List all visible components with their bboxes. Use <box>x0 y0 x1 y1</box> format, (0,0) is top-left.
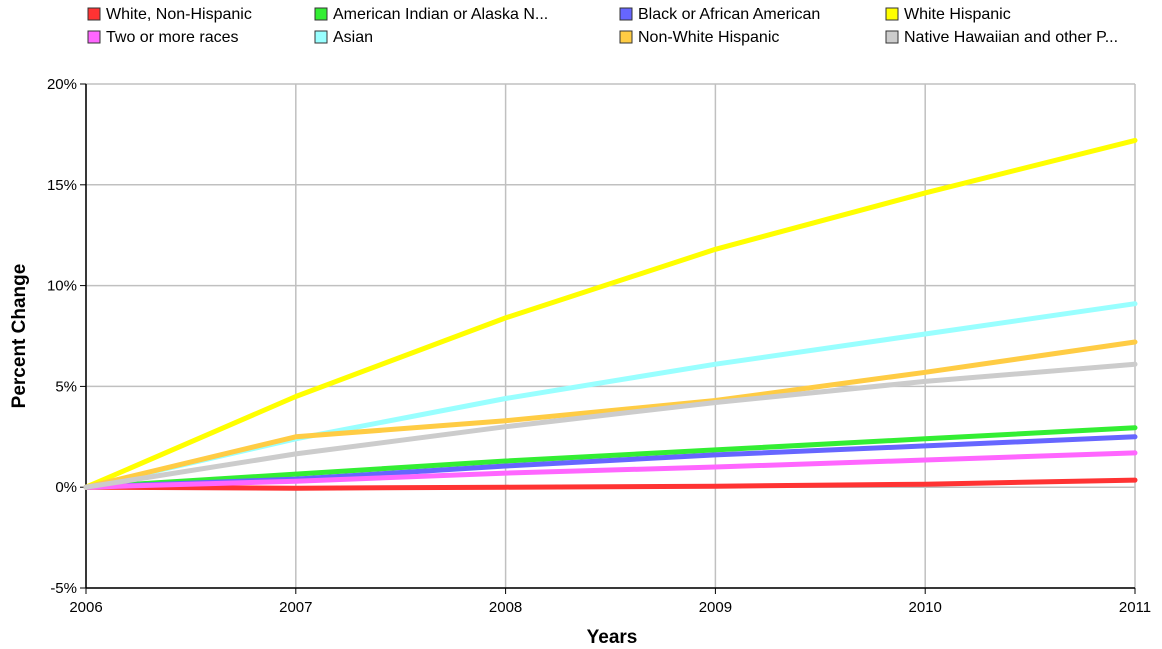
series-lines <box>83 137 1138 491</box>
y-axis-title: Percent Change <box>9 264 30 409</box>
legend-swatch <box>619 30 633 44</box>
y-tick-label: 15% <box>47 177 77 194</box>
legend-label: Two or more races <box>106 29 238 46</box>
legend-swatch <box>619 7 633 21</box>
tick-labels: -5% 0% 5% 10% 15% 20% 2006 2007 2008 2009 2010 2011 <box>47 76 1151 616</box>
legend-label: Asian <box>333 29 373 46</box>
legend-swatch <box>885 30 899 44</box>
x-tick-label: 2008 <box>489 599 522 616</box>
legend-swatch <box>87 30 101 44</box>
legend-label: Native Hawaiian and other P... <box>904 29 1118 46</box>
series-line-6 <box>83 339 1138 490</box>
x-tick-label: 2006 <box>69 599 102 616</box>
series-line-4 <box>83 450 1138 490</box>
legend-label: White Hispanic <box>904 6 1011 23</box>
x-axis-title: Years <box>587 627 638 648</box>
x-tick-label: 2011 <box>1119 599 1151 616</box>
legend-label: Black or African American <box>638 6 820 23</box>
y-tick-label: -5% <box>50 580 77 597</box>
y-tick-label: 20% <box>47 76 77 93</box>
legend-swatch <box>885 7 899 21</box>
x-tick-label: 2007 <box>279 599 312 616</box>
series-line-3 <box>83 137 1138 490</box>
x-tick-label: 2010 <box>909 599 942 616</box>
series-line-1 <box>83 425 1138 490</box>
legend-label: White, Non-Hispanic <box>106 6 252 23</box>
legend-swatch <box>87 7 101 21</box>
y-tick-label: 10% <box>47 278 77 295</box>
legend-label: American Indian or Alaska N... <box>333 6 548 23</box>
legend: White, Non-Hispanic American Indian or Al… <box>87 6 1118 46</box>
x-tick-label: 2009 <box>699 599 732 616</box>
y-tick-label: 5% <box>55 378 77 395</box>
axes <box>80 83 1136 594</box>
legend-swatch <box>314 7 328 21</box>
series-line-0 <box>83 477 1138 491</box>
series-line-7 <box>83 361 1138 490</box>
y-tick-label: 0% <box>55 479 77 496</box>
legend-label: Non-White Hispanic <box>638 29 779 46</box>
gridlines <box>85 83 1136 589</box>
legend-swatch <box>314 30 328 44</box>
